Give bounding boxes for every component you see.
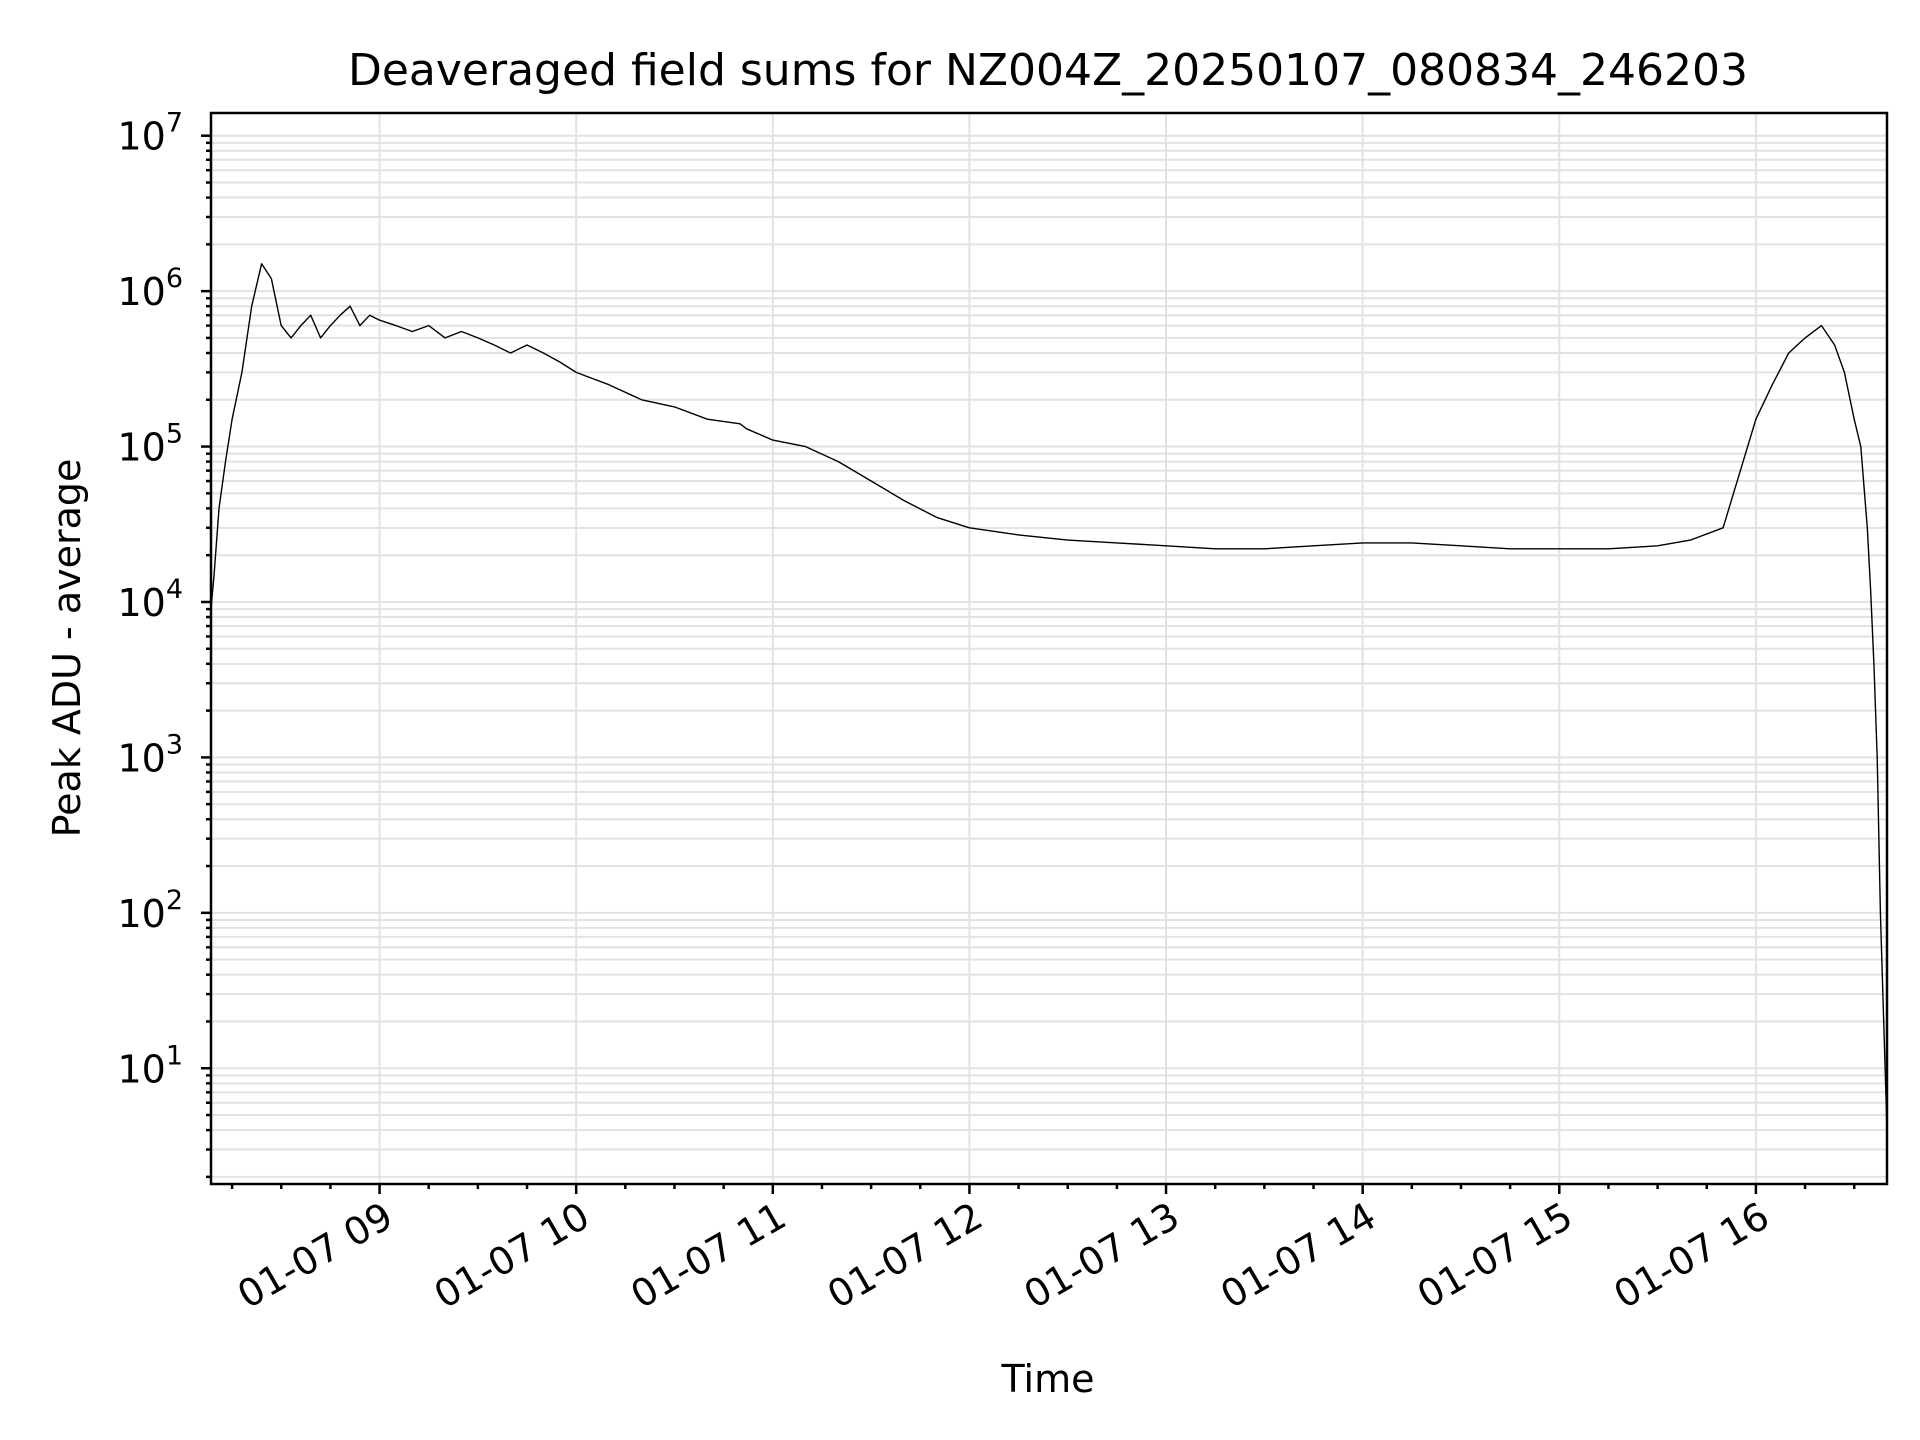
y-tick-label: 107 xyxy=(117,108,183,159)
x-tick-label: 01-07 16 xyxy=(1606,1194,1776,1318)
x-tick-label: 01-07 09 xyxy=(230,1194,400,1318)
y-axis-label: Peak ADU - average xyxy=(45,459,89,838)
x-tick-label: 01-07 13 xyxy=(1017,1194,1187,1318)
y-tick-label: 105 xyxy=(117,419,183,470)
x-tick-label: 01-07 10 xyxy=(427,1194,597,1318)
x-tick-label: 01-07 14 xyxy=(1213,1194,1383,1318)
x-axis-label: Time xyxy=(1001,1357,1095,1401)
y-axis: 101 102 103 104 105 106 107 xyxy=(117,108,211,1179)
y-tick-label: 101 xyxy=(117,1040,183,1091)
x-tick-label: 01-07 15 xyxy=(1410,1194,1580,1318)
x-tick-label: 01-07 12 xyxy=(820,1194,990,1318)
series-line xyxy=(210,263,1888,1131)
y-tick-label: 106 xyxy=(117,263,183,314)
y-tick-label: 103 xyxy=(117,729,183,780)
chart-title: Deaveraged field sums for NZ004Z_2025010… xyxy=(348,45,1748,96)
x-tick-label: 01-07 11 xyxy=(623,1194,793,1318)
y-tick-label: 104 xyxy=(117,574,183,625)
x-axis: 01-07 09 01-07 10 01-07 11 01-07 12 01-07 13… xyxy=(230,1184,1856,1318)
grid xyxy=(211,113,1887,1184)
y-tick-label: 102 xyxy=(117,885,183,936)
